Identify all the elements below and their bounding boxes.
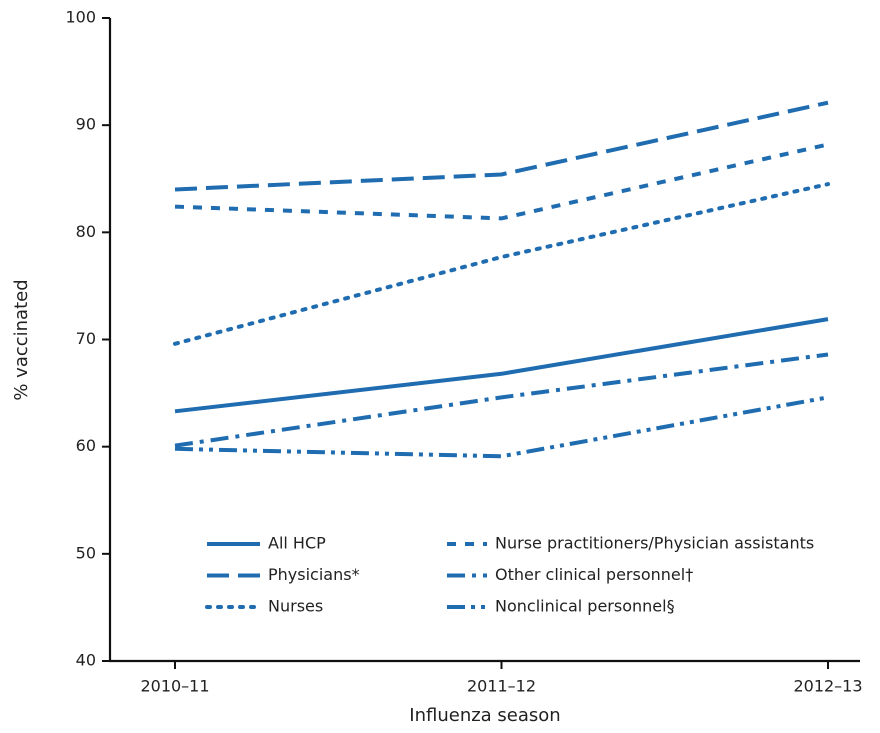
legend-label: Other clinical personnel†: [495, 565, 693, 584]
legend-label: Nurse practitioners/Physician assistants: [495, 534, 814, 553]
y-tick-label: 40: [76, 651, 96, 670]
series-line: [174, 100, 829, 192]
y-axis-label: % vaccinated: [11, 279, 32, 400]
series-line: [174, 142, 829, 221]
legend-label: All HCP: [268, 534, 326, 553]
y-tick-label: 90: [76, 115, 96, 134]
series-line: [174, 352, 829, 448]
y-tick-label: 80: [76, 222, 96, 241]
series-line: [173, 182, 830, 346]
y-tick-label: 60: [76, 436, 96, 455]
series-line: [174, 317, 829, 414]
x-tick-label: 2011–12: [467, 677, 536, 696]
y-tick-label: 100: [65, 8, 96, 27]
x-tick-label: 2012–13: [793, 677, 862, 696]
axes: [108, 18, 860, 663]
series-line: [174, 395, 829, 459]
y-tick-label: 70: [76, 329, 96, 348]
legend-label: Nurses: [268, 597, 323, 616]
x-tick-label: 2010–11: [140, 677, 209, 696]
legend-label: Nonclinical personnel§: [495, 597, 675, 616]
x-axis-label: Influenza season: [409, 705, 560, 726]
y-tick-label: 50: [76, 543, 96, 562]
legend-label: Physicians*: [268, 565, 360, 584]
